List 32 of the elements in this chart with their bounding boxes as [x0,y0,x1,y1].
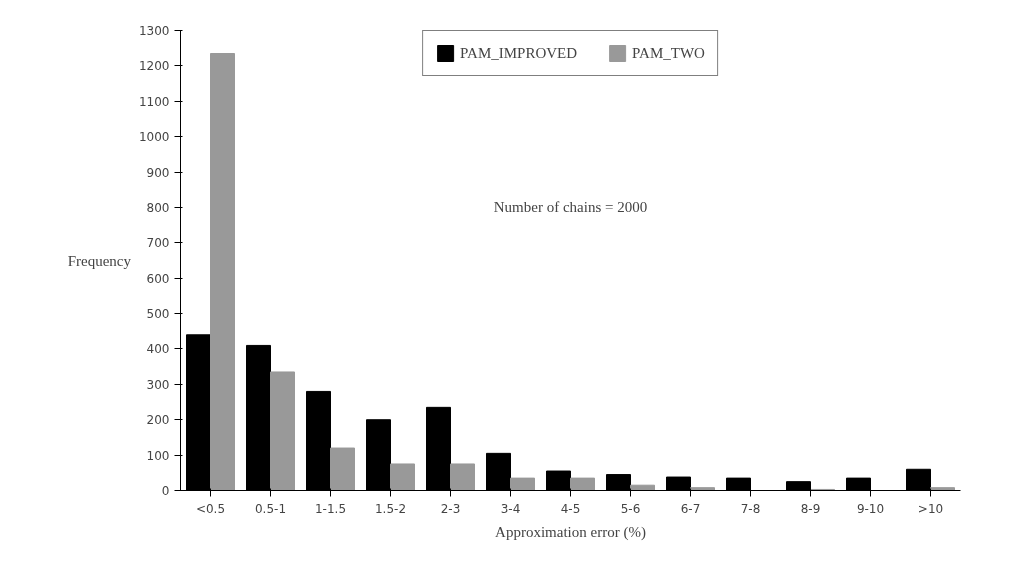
y-tick-label: 1100 [138,94,170,109]
annotation: Number of chains = 2000 [493,198,648,215]
y-tick-label: 200 [146,413,170,428]
x-tick-label: <0.5 [195,501,226,516]
x-tick-label: 2-3 [440,501,461,516]
y-tick-label: 800 [146,200,170,215]
y-tick-label: 1000 [138,130,170,145]
x-tick-label: 0.5-1 [254,501,287,516]
x-tick-label: 3-4 [500,501,521,516]
x-tick-label: 1-1.5 [314,501,347,516]
legend-label: PAM_IMPROVED [460,44,578,62]
x-axis-title: Approximation error (%) [495,523,646,541]
y-tick-label: 300 [146,377,170,392]
legend-label: PAM_TWO [632,44,705,62]
y-tick-label: 100 [146,448,170,463]
x-tick-label: 7-8 [740,501,761,516]
y-tick-label: 1300 [138,24,170,38]
x-tick-label: 5-6 [620,501,641,516]
y-tick-label: 1200 [138,59,170,74]
y-tick-label: 700 [146,236,170,251]
x-tick-label: >10 [917,501,944,516]
y-tick-label: 0 [161,484,170,498]
y-tick-label: 900 [146,165,170,180]
x-tick-label: 8-9 [800,501,821,516]
x-tick-label: 6-7 [680,501,701,516]
y-tick-label: 600 [146,271,170,286]
y-axis-title: Frequency [67,252,132,269]
y-tick-label: 400 [146,342,170,357]
x-tick-label: 4-5 [560,501,581,516]
y-tick-label: 500 [146,307,170,322]
x-tick-label: 9-10 [856,501,885,516]
x-tick-label: 1.5-2 [374,501,407,516]
